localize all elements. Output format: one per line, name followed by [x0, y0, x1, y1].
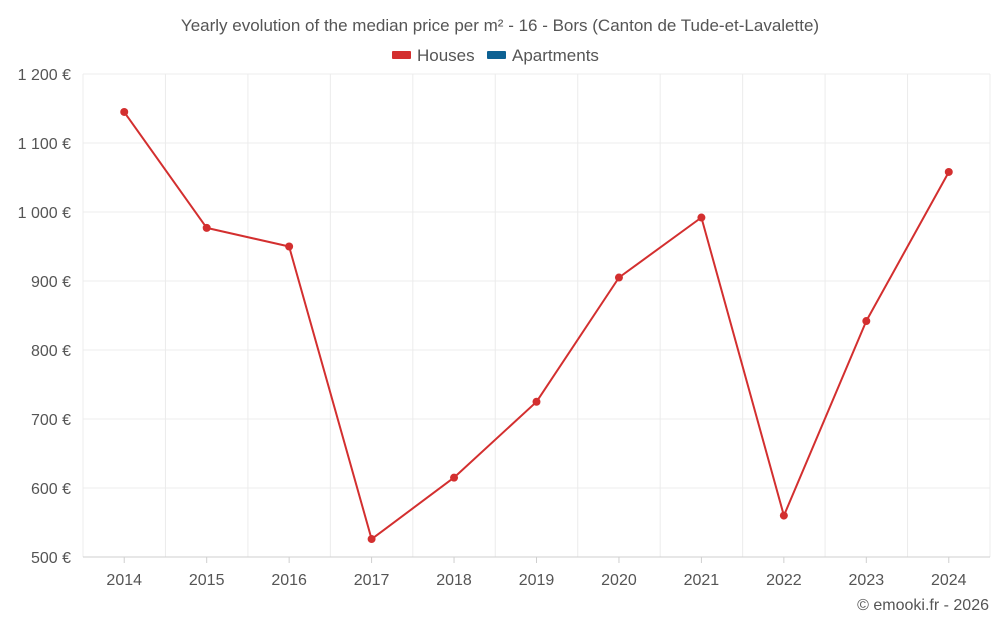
y-tick-label: 500 €	[31, 550, 71, 567]
data-point-houses	[120, 107, 129, 116]
legend-label-apartments: Apartments	[512, 46, 599, 65]
credit-text: © emooki.fr - 2026	[857, 597, 989, 614]
data-point-houses	[614, 273, 623, 282]
y-axis: 500 € 600 € 700 € 800 € 900 € 1 000 € 1 100 € 1…	[18, 67, 71, 567]
x-tick-label: 2024	[931, 572, 967, 589]
y-tick-label: 600 €	[31, 481, 71, 498]
gridlines	[82, 73, 991, 558]
data-point-houses	[697, 213, 706, 222]
y-tick-label: 1 200 €	[18, 67, 71, 84]
x-tick-label: 2019	[519, 572, 555, 589]
x-axis: 2014 2015 2016 2017 2018 2019 2020 2021 2022 2023…	[83, 556, 990, 589]
y-tick-label: 1 100 €	[18, 136, 71, 153]
data-point-houses	[532, 397, 541, 406]
x-tick-label: 2021	[684, 572, 720, 589]
data-point-houses	[944, 167, 953, 176]
legend-item-houses[interactable]: Houses	[392, 46, 475, 65]
data-point-houses	[367, 535, 376, 544]
data-point-houses	[450, 473, 459, 482]
x-tick-label: 2015	[189, 572, 225, 589]
x-tick-label: 2020	[601, 572, 637, 589]
x-tick-label: 2023	[849, 572, 885, 589]
data-point-houses	[285, 242, 294, 251]
chart-title: Yearly evolution of the median price per…	[181, 16, 819, 35]
x-tick-label: 2016	[271, 572, 307, 589]
y-tick-label: 1 000 €	[18, 205, 71, 222]
legend-label-houses: Houses	[417, 46, 475, 65]
legend: Houses Apartments	[392, 46, 599, 65]
x-tick-label: 2022	[766, 572, 802, 589]
y-tick-label: 800 €	[31, 343, 71, 360]
x-tick-label: 2017	[354, 572, 390, 589]
y-tick-label: 700 €	[31, 412, 71, 429]
x-tick-label: 2018	[436, 572, 472, 589]
legend-item-apartments[interactable]: Apartments	[487, 46, 599, 65]
legend-swatch-apartments	[487, 51, 506, 59]
plot-area	[120, 107, 953, 544]
x-tick-label: 2014	[106, 572, 142, 589]
y-tick-label: 900 €	[31, 274, 71, 291]
data-point-houses	[779, 511, 788, 520]
legend-swatch-houses	[392, 51, 411, 59]
data-point-houses	[202, 223, 211, 232]
data-point-houses	[862, 317, 871, 326]
